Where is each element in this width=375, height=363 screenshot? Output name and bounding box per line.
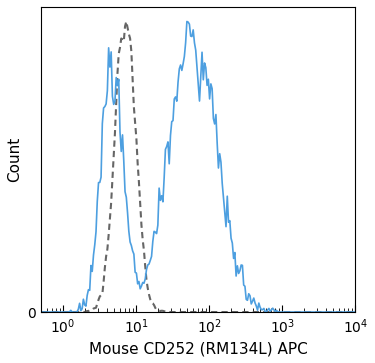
X-axis label: Mouse CD252 (RM134L) APC: Mouse CD252 (RM134L) APC xyxy=(89,341,308,356)
Y-axis label: Count: Count xyxy=(7,137,22,182)
